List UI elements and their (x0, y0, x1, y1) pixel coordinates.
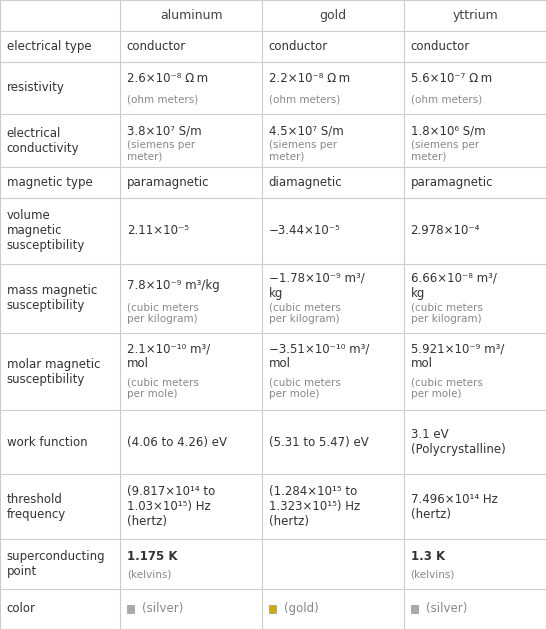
Text: (cubic meters
per mole): (cubic meters per mole) (269, 378, 341, 399)
Text: 2.978×10⁻⁴: 2.978×10⁻⁴ (411, 224, 480, 237)
Text: conductor: conductor (127, 40, 186, 53)
Bar (269, 604, 276, 613)
Text: 7.496×10¹⁴ Hz
(hertz): 7.496×10¹⁴ Hz (hertz) (411, 493, 497, 521)
Text: −3.44×10⁻⁵: −3.44×10⁻⁵ (269, 224, 340, 237)
Text: (silver): (silver) (426, 603, 467, 615)
Text: 6.66×10⁻⁸ m³/
kg: 6.66×10⁻⁸ m³/ kg (411, 272, 496, 300)
Text: threshold
frequency: threshold frequency (7, 493, 66, 521)
Text: diamagnetic: diamagnetic (269, 176, 342, 189)
Text: (siemens per
meter): (siemens per meter) (127, 140, 195, 162)
Text: (cubic meters
per mole): (cubic meters per mole) (411, 378, 483, 399)
Text: (cubic meters
per kilogram): (cubic meters per kilogram) (411, 303, 483, 325)
Text: (siemens per
meter): (siemens per meter) (411, 140, 479, 162)
Text: 4.5×10⁷ S/m: 4.5×10⁷ S/m (269, 125, 343, 138)
Text: 3.8×10⁷ S/m: 3.8×10⁷ S/m (127, 125, 201, 138)
Text: (kelvins): (kelvins) (127, 570, 171, 580)
Bar (411, 604, 418, 613)
Text: (5.31 to 5.47) eV: (5.31 to 5.47) eV (269, 436, 369, 448)
Text: (ohm meters): (ohm meters) (127, 94, 198, 104)
Text: (cubic meters
per mole): (cubic meters per mole) (127, 378, 199, 399)
Text: (cubic meters
per kilogram): (cubic meters per kilogram) (127, 303, 199, 325)
Text: conductor: conductor (269, 40, 328, 53)
Text: 1.175 K: 1.175 K (127, 550, 177, 563)
Text: mass magnetic
susceptibility: mass magnetic susceptibility (7, 284, 97, 313)
Text: resistivity: resistivity (7, 81, 64, 94)
Text: (ohm meters): (ohm meters) (269, 94, 340, 104)
Text: 2.6×10⁻⁸ Ω m: 2.6×10⁻⁸ Ω m (127, 72, 208, 85)
Text: conductor: conductor (411, 40, 470, 53)
Text: electrical type: electrical type (7, 40, 91, 53)
Text: (siemens per
meter): (siemens per meter) (269, 140, 337, 162)
Text: (kelvins): (kelvins) (411, 570, 455, 580)
Text: 5.6×10⁻⁷ Ω m: 5.6×10⁻⁷ Ω m (411, 72, 492, 85)
Text: molar magnetic
susceptibility: molar magnetic susceptibility (7, 358, 100, 386)
Text: (cubic meters
per kilogram): (cubic meters per kilogram) (269, 303, 341, 325)
Text: gold: gold (319, 9, 347, 22)
Text: (9.817×10¹⁴ to
1.03×10¹⁵) Hz
(hertz): (9.817×10¹⁴ to 1.03×10¹⁵) Hz (hertz) (127, 485, 215, 528)
Text: (ohm meters): (ohm meters) (411, 94, 482, 104)
Text: work function: work function (7, 436, 87, 448)
Text: aluminum: aluminum (160, 9, 222, 22)
Text: −1.78×10⁻⁹ m³/
kg: −1.78×10⁻⁹ m³/ kg (269, 272, 364, 300)
Text: paramagnetic: paramagnetic (411, 176, 493, 189)
Text: 5.921×10⁻⁹ m³/
mol: 5.921×10⁻⁹ m³/ mol (411, 342, 504, 370)
Text: 2.1×10⁻¹⁰ m³/
mol: 2.1×10⁻¹⁰ m³/ mol (127, 342, 210, 370)
Text: 1.8×10⁶ S/m: 1.8×10⁶ S/m (411, 125, 485, 138)
Text: 1.3 K: 1.3 K (411, 550, 444, 563)
Text: 7.8×10⁻⁹ m³/kg: 7.8×10⁻⁹ m³/kg (127, 279, 219, 292)
Text: (1.284×10¹⁵ to
1.323×10¹⁵) Hz
(hertz): (1.284×10¹⁵ to 1.323×10¹⁵) Hz (hertz) (269, 485, 360, 528)
Bar (127, 604, 134, 613)
Text: (silver): (silver) (142, 603, 183, 615)
Text: 3.1 eV
(Polycrystalline): 3.1 eV (Polycrystalline) (411, 428, 506, 456)
Text: −3.51×10⁻¹⁰ m³/
mol: −3.51×10⁻¹⁰ m³/ mol (269, 342, 369, 370)
Text: color: color (7, 603, 35, 615)
Text: 2.2×10⁻⁸ Ω m: 2.2×10⁻⁸ Ω m (269, 72, 350, 85)
Text: (4.06 to 4.26) eV: (4.06 to 4.26) eV (127, 436, 227, 448)
Text: 2.11×10⁻⁵: 2.11×10⁻⁵ (127, 224, 189, 237)
Text: volume
magnetic
susceptibility: volume magnetic susceptibility (7, 209, 85, 252)
Text: superconducting
point: superconducting point (7, 550, 105, 578)
Text: magnetic type: magnetic type (7, 176, 92, 189)
Text: (gold): (gold) (284, 603, 319, 615)
Text: paramagnetic: paramagnetic (127, 176, 209, 189)
Text: yttrium: yttrium (452, 9, 498, 22)
Text: electrical
conductivity: electrical conductivity (7, 126, 79, 155)
